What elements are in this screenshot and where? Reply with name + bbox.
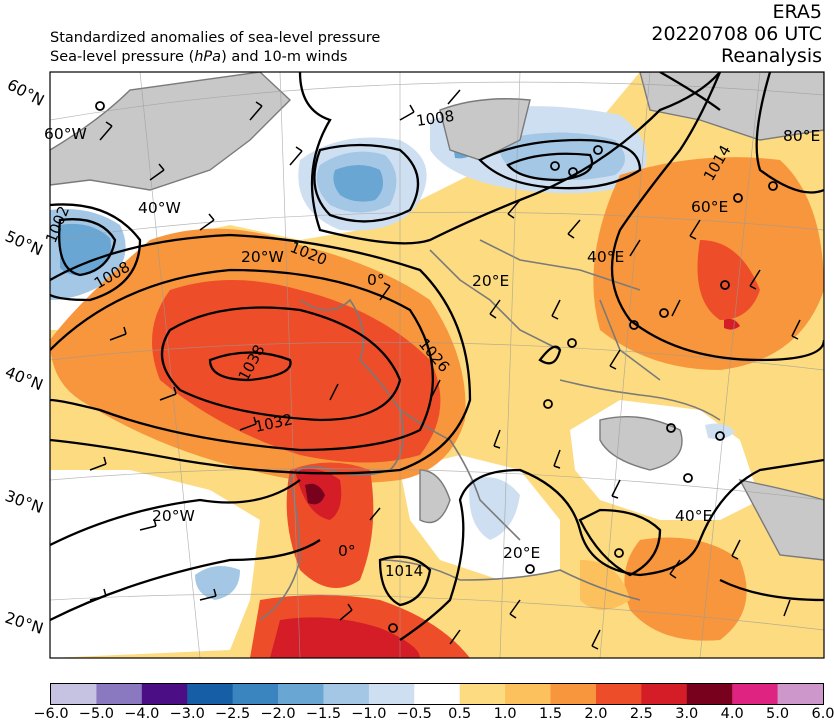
lon-label-0-north: 0° bbox=[367, 271, 385, 289]
lon-label-40e-south: 40°E bbox=[675, 507, 712, 525]
colorbar-tick-label: 6.0 bbox=[811, 706, 834, 722]
colorbar-swatch bbox=[368, 684, 415, 704]
colorbar-tick-label: −2.0 bbox=[260, 706, 296, 722]
colorbar-swatch bbox=[96, 684, 143, 704]
colorbar-tick-label: 2.5 bbox=[629, 706, 653, 722]
colorbar-tick-label: −2.5 bbox=[215, 706, 251, 722]
lon-label-80e: 80°E bbox=[783, 127, 820, 145]
colorbar-tick-label: 1.5 bbox=[538, 706, 563, 722]
colorbar-tick-label: −5.0 bbox=[78, 706, 115, 722]
colorbar-tick-label: 5.0 bbox=[766, 706, 790, 722]
subtitle-line-2: Sea-level pressure (hPa) and 10-m winds bbox=[50, 47, 347, 67]
isobar-label-1008-north: 1008 bbox=[415, 107, 455, 130]
subtitle-line-1: Standardized anomalies of sea-level pres… bbox=[50, 30, 381, 46]
colorbar-tick-label: 1.0 bbox=[493, 706, 517, 722]
wind-barbs bbox=[89, 89, 801, 650]
colorbar-swatch bbox=[550, 684, 597, 704]
colorbar-swatch bbox=[641, 684, 688, 704]
colorbar-swatch bbox=[141, 684, 188, 704]
colorbar-swatch bbox=[505, 684, 552, 704]
colorbar-swatch bbox=[732, 684, 779, 704]
lon-label-40w: 40°W bbox=[138, 199, 181, 217]
colorbar-swatch bbox=[686, 684, 733, 704]
calm-markers bbox=[95, 101, 778, 633]
colorbar-tick-label: 2.0 bbox=[584, 706, 608, 722]
lon-label-60w: 60°W bbox=[44, 125, 87, 143]
lon-label-20e-north: 20°E bbox=[472, 272, 509, 290]
colorbar bbox=[50, 683, 824, 705]
colorbar-swatch bbox=[595, 684, 642, 704]
lon-label-0-south: 0° bbox=[338, 542, 356, 560]
colorbar-tick-label: −6.0 bbox=[33, 706, 69, 722]
colorbar-swatch bbox=[323, 684, 370, 704]
lon-label-20e-south: 20°E bbox=[503, 544, 540, 562]
lon-label-40e-north: 40°E bbox=[587, 248, 624, 266]
colorbar-swatch bbox=[187, 684, 234, 704]
subtitle-line-2-suffix: ) and 10-m winds bbox=[221, 49, 348, 65]
lat-label-30n: 30°N bbox=[3, 487, 46, 517]
lon-label-20w-south: 20°W bbox=[152, 507, 195, 525]
graticule bbox=[50, 72, 824, 658]
latitude-labels: 60°N 50°N 40°N 30°N 20°N bbox=[2, 76, 47, 638]
anomaly-shading bbox=[50, 72, 824, 658]
lat-label-60n: 60°N bbox=[4, 76, 47, 110]
colorbar-border bbox=[50, 683, 824, 705]
product-label: Reanalysis bbox=[721, 45, 822, 67]
longitude-labels: 60°W 40°W 20°W 0° 20°E 40°E 60°E 80°E 20… bbox=[44, 125, 820, 562]
dataset-label: ERA5 bbox=[772, 1, 822, 23]
colorbar-tick-label: −1.0 bbox=[351, 706, 387, 722]
colorbar-tick-label: 4.0 bbox=[720, 706, 744, 722]
colorbar-tick-label: 3.0 bbox=[675, 706, 699, 722]
colorbar-tick-label: −4.0 bbox=[124, 706, 160, 722]
lon-label-60e: 60°E bbox=[691, 198, 728, 216]
lat-label-40n: 40°N bbox=[3, 363, 46, 394]
colorbar-tick-label: 0.5 bbox=[448, 706, 472, 722]
isobars bbox=[50, 72, 824, 641]
colorbar-tick-label: −0.5 bbox=[396, 706, 432, 722]
colorbar-swatch bbox=[51, 684, 97, 704]
land-areas bbox=[50, 72, 824, 561]
lon-label-20w-north: 20°W bbox=[241, 248, 284, 266]
colorbar-tick-label: −1.5 bbox=[305, 706, 342, 722]
lat-label-50n: 50°N bbox=[2, 227, 45, 259]
map-frame-border bbox=[49, 71, 825, 659]
isobar-label-1014-south: 1014 bbox=[385, 562, 423, 580]
subtitle-line-2-unit: hPa bbox=[194, 49, 222, 65]
colorbar-swatch bbox=[278, 684, 324, 704]
lat-label-20n: 20°N bbox=[3, 609, 46, 638]
colorbar-swatch bbox=[777, 684, 824, 704]
colorbar-swatch bbox=[459, 684, 506, 704]
colorbar-swatch bbox=[414, 684, 461, 704]
colorbar-tick-label: −3.0 bbox=[169, 706, 205, 722]
subtitle-line-2-prefix: Sea-level pressure ( bbox=[50, 49, 195, 65]
datetime-label: 20220708 06 UTC bbox=[651, 23, 822, 45]
colorbar-swatch bbox=[232, 684, 279, 704]
